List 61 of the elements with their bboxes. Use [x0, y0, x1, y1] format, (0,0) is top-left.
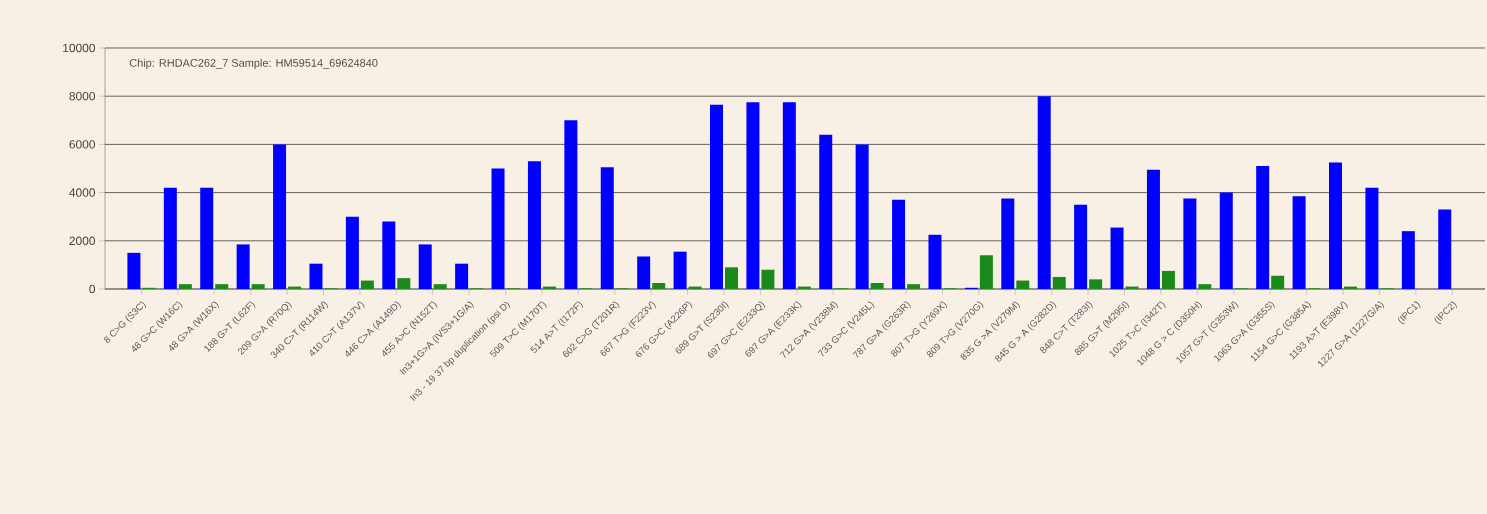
- bar: [892, 199, 906, 289]
- bar: [725, 267, 738, 289]
- bar: [782, 102, 796, 289]
- bar: [1074, 204, 1088, 289]
- bar: [455, 263, 469, 289]
- bar: [979, 255, 993, 289]
- bar: [1401, 231, 1415, 289]
- bar: [491, 168, 505, 289]
- bar: [1146, 169, 1160, 289]
- bar: [1329, 162, 1342, 289]
- bar: [1365, 187, 1379, 289]
- bar: [746, 102, 760, 289]
- bar: [527, 161, 541, 289]
- bar: [855, 144, 869, 289]
- bar: [600, 167, 614, 289]
- bar: [637, 256, 651, 289]
- y-tick-label: 2000: [69, 236, 96, 246]
- bar: [1052, 276, 1066, 289]
- bar: [1110, 227, 1124, 289]
- bar: [761, 269, 775, 289]
- bar: [1161, 270, 1175, 289]
- y-tick-label: 8000: [69, 91, 96, 101]
- bar: [1198, 284, 1212, 289]
- bar: [418, 244, 432, 289]
- bar: [163, 187, 177, 289]
- y-tick-label: 10000: [63, 43, 96, 53]
- bar: [345, 216, 359, 289]
- bar: [127, 252, 141, 289]
- bar: [1219, 192, 1233, 289]
- bar: [710, 104, 723, 289]
- bar: [564, 120, 578, 289]
- bar: [200, 187, 214, 289]
- bar: [1292, 196, 1306, 289]
- bar: [870, 282, 884, 289]
- bar: [251, 284, 265, 289]
- bar: [273, 144, 287, 289]
- y-tick-label: 0: [89, 284, 96, 294]
- bar: [1438, 209, 1452, 289]
- bar: [215, 284, 229, 289]
- bar: [178, 284, 192, 289]
- bar: [819, 134, 833, 289]
- y-tick-label: 4000: [69, 188, 96, 197]
- bar: [309, 263, 323, 289]
- bar: [382, 221, 396, 289]
- bar: [928, 234, 942, 289]
- annotation: Chip: RHDAC262_7 Sample: HM59514_69624840: [129, 58, 378, 69]
- bar: [907, 284, 921, 289]
- bar: [1256, 166, 1270, 289]
- bar: [1183, 198, 1197, 289]
- bar: [1089, 279, 1103, 289]
- bar: [1016, 280, 1030, 289]
- bar: [652, 282, 666, 289]
- bar: [397, 278, 411, 289]
- bar: [433, 284, 447, 289]
- y-tick-label: 6000: [69, 140, 96, 149]
- bar: [360, 280, 374, 289]
- bar: [1271, 275, 1285, 289]
- bar: [1037, 96, 1051, 289]
- bar: [1001, 198, 1015, 289]
- bar: [673, 251, 687, 289]
- bar: [236, 244, 250, 289]
